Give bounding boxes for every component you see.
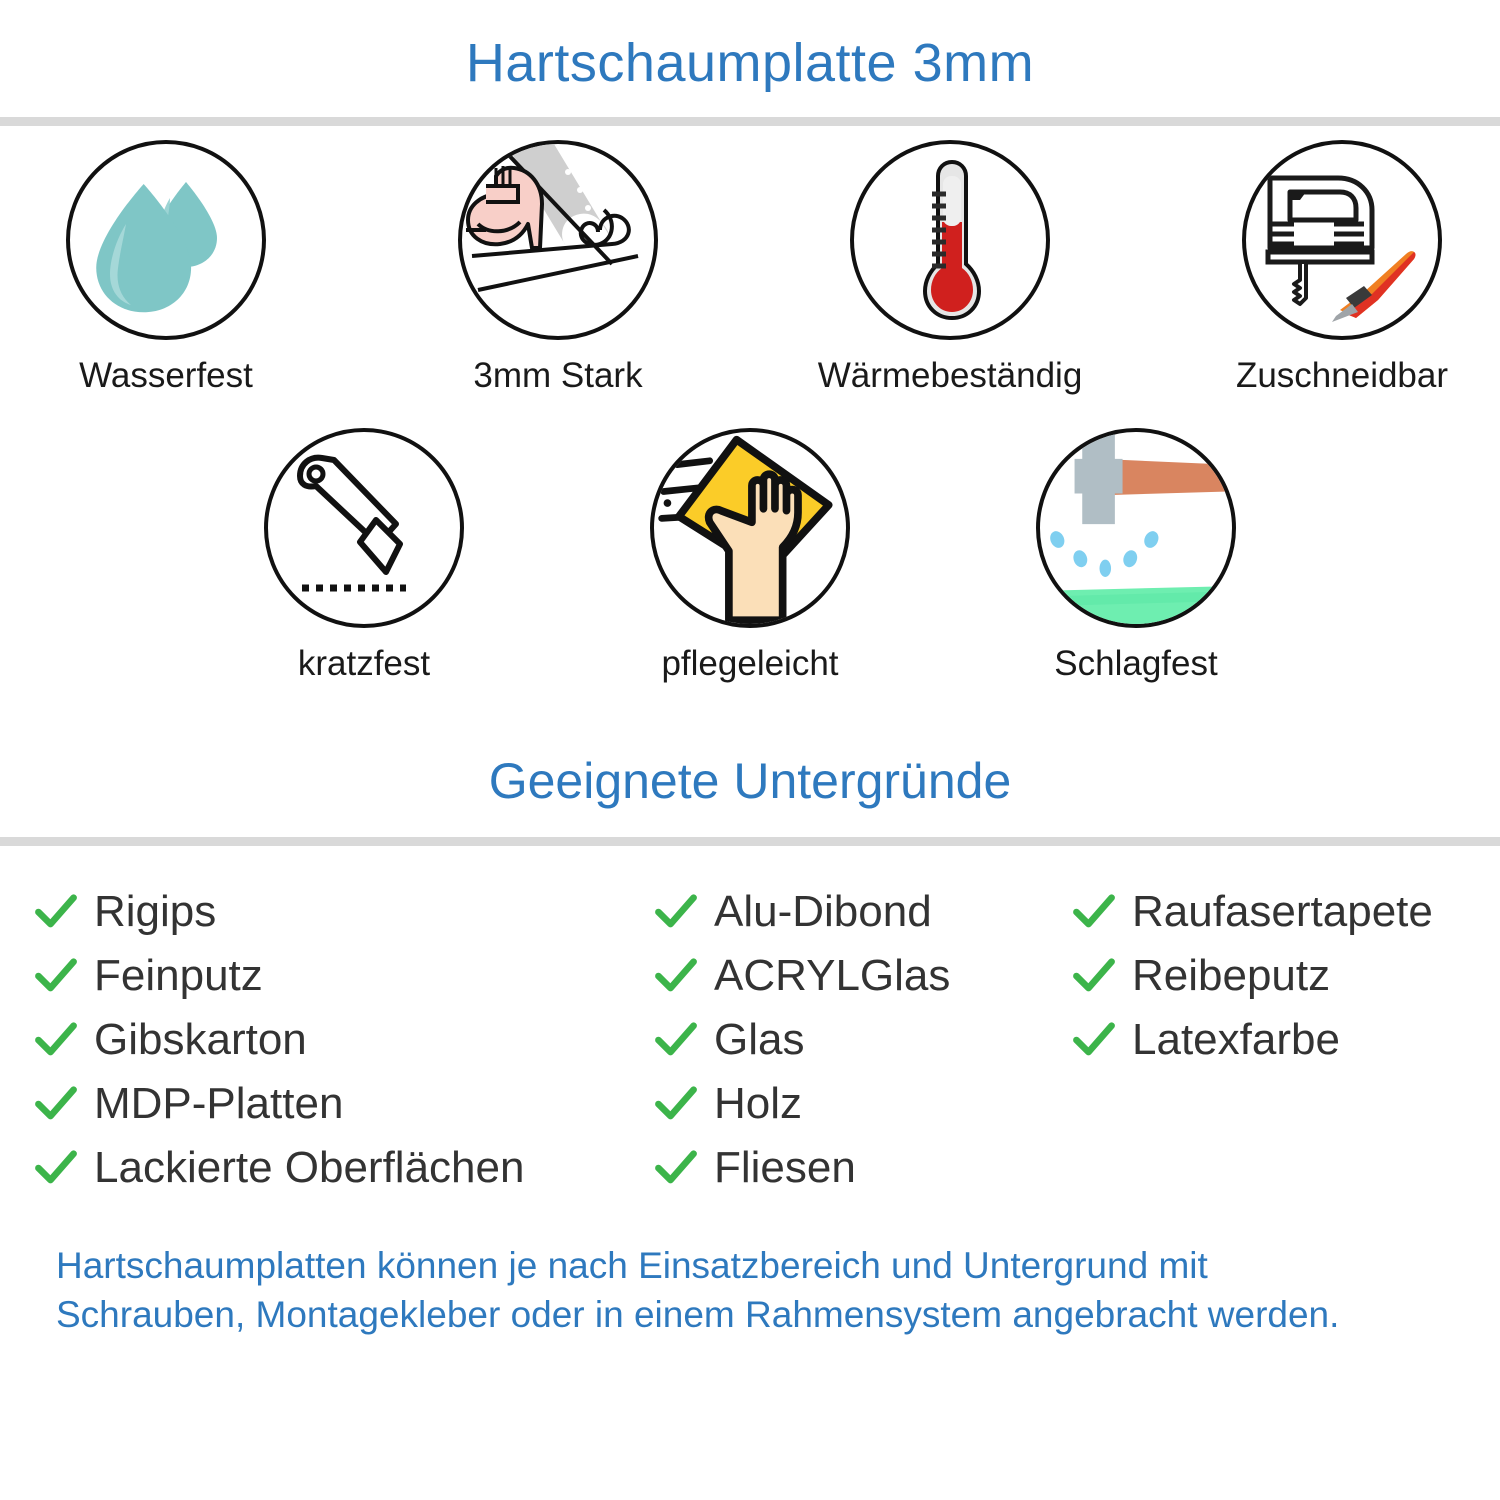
list-item: Lackierte Oberflächen xyxy=(34,1136,654,1200)
feature-circle xyxy=(850,140,1050,341)
substrate-checklist: Rigips Feinputz Gibskarton MDP-Platten L… xyxy=(0,846,1500,1200)
list-item-label: ACRYLGlas xyxy=(714,951,951,1001)
divider-middle xyxy=(0,837,1500,847)
list-item-label: Gibskarton xyxy=(94,1015,307,1065)
feature-3mm-stark: 3mm Stark xyxy=(451,140,665,396)
checklist-column-1: Rigips Feinputz Gibskarton MDP-Platten L… xyxy=(0,880,654,1200)
check-icon xyxy=(1073,894,1115,928)
feature-label: Schlagfest xyxy=(1054,644,1218,684)
feature-row-1: Wasserfest xyxy=(0,140,1500,396)
feature-label: pflegeleicht xyxy=(661,644,839,684)
check-icon xyxy=(655,958,697,992)
section2-title-band: Geeignete Untergründe xyxy=(0,752,1500,810)
check-icon xyxy=(35,958,77,992)
feature-circle xyxy=(650,428,850,629)
list-item-label: Feinputz xyxy=(94,951,263,1001)
check-icon xyxy=(655,894,697,928)
check-icon xyxy=(35,1022,77,1056)
list-item: Raufasertapete xyxy=(1072,880,1492,944)
cutter-scratch-icon xyxy=(296,454,406,592)
list-item: Fliesen xyxy=(654,1136,1072,1200)
check-icon xyxy=(655,1086,697,1120)
check-icon xyxy=(655,1022,697,1056)
hand-cloth-icon xyxy=(658,436,833,625)
list-item-label: Fliesen xyxy=(714,1143,856,1193)
feature-row-2: kratzfest xyxy=(0,428,1500,684)
check-icon xyxy=(655,1150,697,1184)
page-title: Hartschaumplatte 3mm xyxy=(465,33,1035,93)
hammer-impact-icon xyxy=(1040,432,1232,625)
list-item-label: Glas xyxy=(714,1015,805,1065)
checklist-column-2: Alu-Dibond ACRYLGlas Glas Holz Fliesen xyxy=(654,880,1072,1200)
list-item-label: Reibeputz xyxy=(1132,951,1331,1001)
feature-label: Wärmebeständig xyxy=(817,356,1083,396)
feature-circle xyxy=(1036,428,1236,629)
list-item-label: MDP-Platten xyxy=(94,1079,344,1129)
list-item: Rigips xyxy=(34,880,654,944)
list-item: Gibskarton xyxy=(34,1008,654,1072)
feature-section: Wasserfest xyxy=(0,126,1500,684)
list-item: MDP-Platten xyxy=(34,1072,654,1136)
list-item-label: Rigips xyxy=(94,887,217,937)
list-item-label: Raufasertapete xyxy=(1132,887,1433,937)
title-band: Hartschaumplatte 3mm xyxy=(0,0,1500,93)
water-drops-icon xyxy=(96,182,217,313)
footer-note: Hartschaumplatten können je nach Einsatz… xyxy=(0,1242,1500,1340)
checklist-column-3: Raufasertapete Reibeputz Latexfarbe xyxy=(1072,880,1492,1200)
feature-waermebestaendig: Wärmebeständig xyxy=(818,140,1082,396)
feature-zuschneidbar: Zuschneidbar xyxy=(1235,140,1449,396)
list-item: Latexfarbe xyxy=(1072,1008,1492,1072)
check-icon xyxy=(35,1086,77,1120)
feature-circle xyxy=(458,140,658,341)
feature-schlagfest: Schlagfest xyxy=(1029,428,1243,684)
divider-top xyxy=(0,117,1500,127)
footer-note-line-2: Schrauben, Montagekleber oder in einem R… xyxy=(56,1294,1340,1336)
footer-note-line-1: Hartschaumplatten können je nach Einsatz… xyxy=(56,1245,1208,1287)
list-item: Glas xyxy=(654,1008,1072,1072)
check-icon xyxy=(35,1150,77,1184)
section-title: Geeignete Untergründe xyxy=(488,753,1012,810)
list-item: Alu-Dibond xyxy=(654,880,1072,944)
list-item: ACRYLGlas xyxy=(654,944,1072,1008)
feature-circle xyxy=(264,428,464,629)
flexed-bicep-icon xyxy=(466,144,639,293)
list-item-label: Lackierte Oberflächen xyxy=(94,1143,525,1193)
thermometer-icon xyxy=(922,160,982,321)
feature-circle xyxy=(1242,140,1442,341)
list-item: Reibeputz xyxy=(1072,944,1492,1008)
feature-label: 3mm Stark xyxy=(473,356,643,396)
feature-circle xyxy=(66,140,266,341)
feature-label: Wasserfest xyxy=(79,356,253,396)
feature-label: Zuschneidbar xyxy=(1235,356,1449,396)
list-item-label: Alu-Dibond xyxy=(714,887,932,937)
feature-label: kratzfest xyxy=(297,644,431,684)
feature-pflegeleicht: pflegeleicht xyxy=(643,428,857,684)
check-icon xyxy=(1073,1022,1115,1056)
feature-kratzfest: kratzfest xyxy=(257,428,471,684)
feature-wasserfest: Wasserfest xyxy=(59,140,273,396)
check-icon xyxy=(35,894,77,928)
list-item-label: Holz xyxy=(714,1079,803,1129)
jigsaw-cutter-icon xyxy=(1265,175,1415,322)
check-icon xyxy=(1073,958,1115,992)
list-item: Feinputz xyxy=(34,944,654,1008)
list-item-label: Latexfarbe xyxy=(1132,1015,1340,1065)
list-item: Holz xyxy=(654,1072,1072,1136)
